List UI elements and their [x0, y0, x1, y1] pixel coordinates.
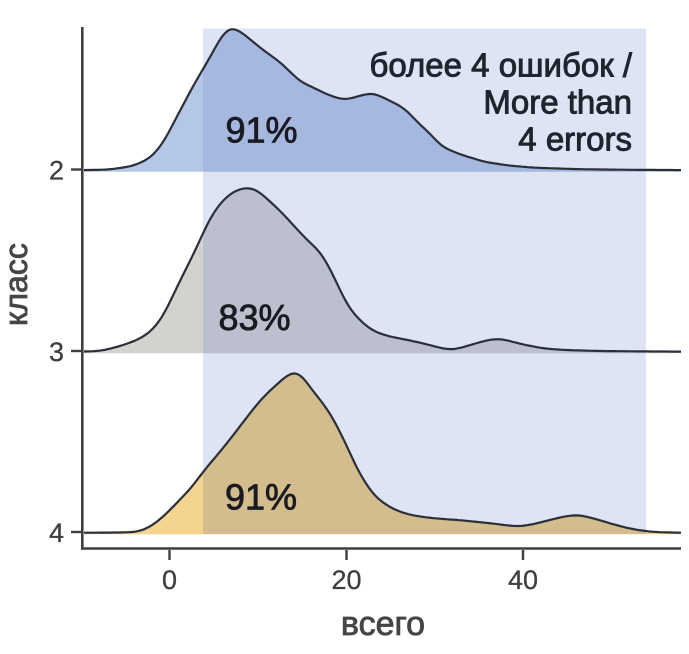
svg-text:4: 4	[49, 518, 64, 548]
svg-text:More than: More than	[483, 84, 632, 121]
svg-text:3: 3	[49, 337, 64, 367]
svg-text:91%: 91%	[225, 477, 297, 518]
svg-text:91%: 91%	[225, 110, 297, 151]
svg-text:2: 2	[49, 155, 64, 185]
svg-text:40: 40	[508, 565, 538, 595]
svg-text:0: 0	[162, 565, 177, 595]
svg-text:более 4 ошибок /: более 4 ошибок /	[370, 47, 633, 84]
svg-text:класс: класс	[0, 243, 34, 326]
svg-text:4 errors: 4 errors	[518, 121, 632, 158]
svg-text:20: 20	[331, 565, 361, 595]
svg-text:83%: 83%	[218, 297, 290, 338]
svg-text:всего: всего	[341, 605, 425, 643]
